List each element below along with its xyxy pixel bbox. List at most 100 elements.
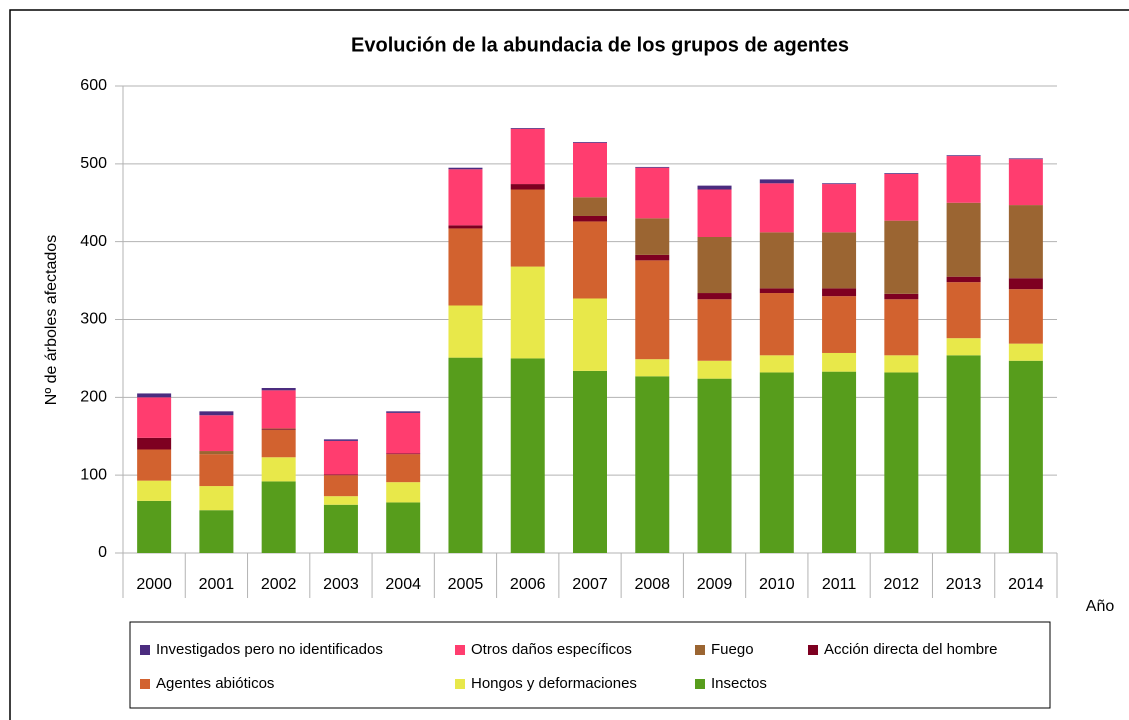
bar-segment (1008, 205, 1043, 279)
bar-segment (1008, 343, 1043, 361)
bar-segment (1008, 158, 1043, 160)
bar-segment (199, 411, 234, 416)
bar-segment (510, 266, 545, 359)
x-tick-label: 2014 (1008, 576, 1044, 593)
bar-segment (199, 415, 234, 452)
x-tick-label: 2006 (510, 576, 546, 593)
y-tick-label: 0 (98, 544, 107, 561)
bar-segment (635, 376, 670, 553)
y-tick-label: 300 (80, 311, 107, 328)
bar-segment (448, 225, 483, 229)
bar-segment (199, 451, 234, 455)
bar-segment (697, 236, 732, 294)
bar-segment (386, 482, 421, 503)
bar-segment (884, 293, 919, 300)
bar-segment (323, 474, 358, 476)
x-axis-label: Año (1086, 598, 1115, 615)
bar-segment (261, 481, 296, 553)
bar-segment (510, 189, 545, 267)
legend-label: Agentes abióticos (156, 675, 274, 692)
bar-segment (946, 276, 981, 283)
bar-segment (261, 390, 296, 429)
bar-segment (697, 299, 732, 361)
legend-swatch (455, 645, 465, 655)
bar-segment (697, 185, 732, 190)
bar-segment (137, 437, 172, 450)
x-tick-label: 2009 (697, 576, 733, 593)
legend-swatch (695, 679, 705, 689)
bar-segment (759, 288, 794, 294)
bar-segment (884, 173, 919, 174)
bar-segment (759, 232, 794, 289)
legend-label: Otros daños específicos (471, 641, 632, 658)
bar-segment (822, 296, 857, 353)
y-axis-label: Nº de árboles afectados (43, 235, 60, 405)
bar-segment (261, 430, 296, 458)
bar-segment (884, 173, 919, 221)
bar-segment (510, 128, 545, 185)
x-tick-label: 2002 (261, 576, 297, 593)
chart-title: Evolución de la abundacia de los grupos … (351, 34, 849, 56)
bar-segment (759, 293, 794, 356)
bar-segment (946, 338, 981, 356)
bar-segment (261, 457, 296, 482)
bar-segment (697, 293, 732, 300)
bar-segment (510, 184, 545, 190)
x-tick-label: 2000 (136, 576, 172, 593)
bar-segment (448, 169, 483, 226)
bar-segment (697, 378, 732, 553)
bar-segment (884, 372, 919, 553)
bar-segment (1008, 289, 1043, 344)
bar-segment (884, 220, 919, 294)
bar-segment (635, 167, 670, 219)
bar-segment (137, 449, 172, 481)
bar-segment (573, 298, 607, 371)
legend-swatch (455, 679, 465, 689)
chart-frame (9, 9, 1129, 720)
bar-segment (137, 500, 172, 553)
legend-swatch (808, 645, 818, 655)
legend-label: Investigados pero no identificados (156, 641, 383, 658)
bar-segment (759, 372, 794, 553)
bar-segment (697, 189, 732, 237)
bar-segment (261, 428, 296, 430)
bar-segment (137, 393, 172, 398)
bar-segment (386, 453, 421, 455)
bar-segment (199, 454, 234, 487)
bar-segment (137, 397, 172, 438)
bar-segment (822, 183, 857, 185)
x-tick-label: 2013 (946, 576, 982, 593)
legend-swatch (695, 645, 705, 655)
bar-segment (386, 454, 421, 483)
x-tick-label: 2008 (634, 576, 670, 593)
bar-segment (386, 502, 421, 553)
bar-segment (946, 355, 981, 553)
legend-box (129, 621, 1051, 709)
x-tick-label: 2011 (822, 576, 857, 593)
bar-segment (884, 299, 919, 356)
bar-segment (635, 260, 670, 360)
bar-segment (1008, 360, 1043, 553)
x-tick-label: 2007 (572, 576, 608, 593)
bar-segment (137, 480, 172, 501)
bar-segment (1008, 159, 1043, 206)
x-tick-label: 2001 (199, 576, 235, 593)
bar-segment (448, 228, 483, 306)
bar-segment (386, 411, 421, 413)
bar-segment (635, 254, 670, 261)
legend-swatch (140, 679, 150, 689)
bar-segment (822, 184, 857, 233)
x-tick-label: 2004 (385, 576, 421, 593)
bar-segment (323, 439, 358, 441)
bar-segment (884, 355, 919, 373)
bar-segment (261, 429, 296, 431)
bar-segment (573, 221, 607, 299)
bar-segment (946, 282, 981, 339)
bar-segment (822, 352, 857, 372)
bar-segment (199, 486, 234, 511)
bar-segment (822, 288, 857, 297)
bar-segment (635, 218, 670, 255)
bar-segment (635, 359, 670, 377)
y-tick-label: 100 (80, 466, 107, 483)
